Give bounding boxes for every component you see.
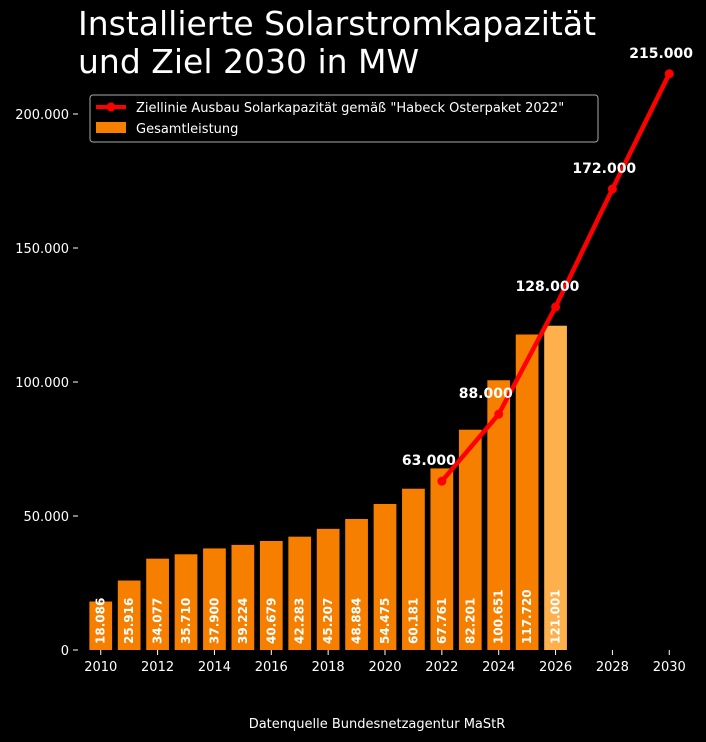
target-label-2026: 128.000 (516, 279, 580, 295)
target-label-2028: 172.000 (572, 161, 636, 177)
axes: 2010 2012 2014 2016 2018 2020 2022 2024 2026 2028… (15, 108, 686, 675)
bar-label-2016: 40.679 (264, 598, 278, 644)
x-tick-label-2016: 2016 (255, 660, 288, 675)
bar-label-2026: 121.001 (549, 589, 563, 644)
bar-label-2022: 67.761 (435, 598, 449, 644)
x-tick-label-2028: 2028 (596, 660, 629, 675)
legend-frame (89, 94, 599, 143)
legend-bar-swatch (96, 122, 126, 133)
bar-label-2020: 54.475 (378, 598, 392, 644)
x-tick-label-2030: 2030 (653, 660, 686, 675)
bar-label-2025: 117.720 (520, 589, 534, 644)
target-point-2028 (607, 184, 617, 194)
legend-bar-label: Gesamtleistung (136, 122, 238, 137)
bar-label-2012: 34.077 (151, 598, 165, 644)
bar-label-2015: 39.224 (236, 598, 250, 644)
bar-2015 (231, 544, 255, 650)
bar-label-2010: 18.086 (94, 598, 108, 644)
source-note: Datenquelle Bundesnetzagentur MaStR (249, 717, 506, 732)
x-tick-label-2022: 2022 (425, 660, 458, 675)
legend-line-label: Ziellinie Ausbau Solarkapazität gemäß "H… (136, 101, 564, 116)
bar-label-2011: 25.916 (122, 598, 136, 644)
target-point-2022 (437, 476, 447, 486)
bar-2010 (89, 601, 113, 650)
x-tick-label-2026: 2026 (539, 660, 572, 675)
bar-label-2018: 45.207 (321, 598, 335, 644)
x-tick-label-2014: 2014 (198, 660, 231, 675)
target-label-2024: 88.000 (459, 386, 513, 402)
x-tick-label-2018: 2018 (312, 660, 345, 675)
bar-label-2021: 60.181 (406, 598, 420, 644)
bar-2016 (259, 540, 283, 650)
target-point-2024 (494, 409, 504, 419)
bar-2019 (345, 518, 368, 650)
bar-2013 (174, 554, 198, 650)
chart-title-line-1: Installierte Solarstromkapazität (78, 4, 596, 43)
bar-2018 (316, 528, 340, 650)
bar-2012 (146, 558, 169, 650)
bar-label-2013: 35.710 (179, 598, 193, 644)
legend: Ziellinie Ausbau Solarkapazität gemäß "H… (89, 94, 599, 143)
bar-2021 (402, 488, 425, 650)
bar-2023 (458, 429, 482, 650)
bar-label-2019: 48.884 (350, 598, 364, 644)
x-tick-label-2020: 2020 (368, 660, 401, 675)
target-label-2022: 63.000 (402, 453, 456, 469)
y-tick-label-2: 100.000 (15, 376, 69, 391)
bar-2011 (117, 580, 141, 650)
y-tick-label-4: 200.000 (15, 108, 69, 123)
bar-label-2024: 100.651 (492, 589, 506, 644)
x-tick-label-2012: 2012 (141, 660, 174, 675)
legend-line-marker (106, 102, 116, 112)
target-label-2030: 215.000 (629, 46, 693, 62)
chart-title-line-2: und Ziel 2030 in MW (78, 42, 419, 81)
bar-value-labels: 18.086 25.916 34.077 35.710 37.900 39.224 40.6… (94, 589, 563, 644)
y-tick-label-0: 0 (61, 644, 69, 659)
bar-2026 (544, 325, 567, 650)
bar-2025 (515, 334, 539, 650)
bar-label-2014: 37.900 (207, 598, 221, 644)
y-tick-label-1: 50.000 (24, 510, 70, 525)
bar-label-2023: 82.201 (463, 598, 477, 644)
bar-series (89, 325, 567, 650)
bar-2017 (288, 536, 312, 650)
x-tick-label-2024: 2024 (482, 660, 515, 675)
bar-2014 (203, 548, 226, 650)
target-point-2026 (551, 302, 561, 312)
y-tick-label-3: 150.000 (15, 242, 69, 257)
x-tick-label-2010: 2010 (84, 660, 117, 675)
target-line-series: 63.000 88.000 128.000 172.000 215.000 (402, 46, 693, 486)
bar-2020 (373, 504, 397, 650)
bar-2024 (487, 380, 511, 650)
bar-2022 (430, 468, 454, 650)
target-point-2030 (664, 69, 674, 79)
bar-label-2017: 42.283 (293, 598, 307, 644)
